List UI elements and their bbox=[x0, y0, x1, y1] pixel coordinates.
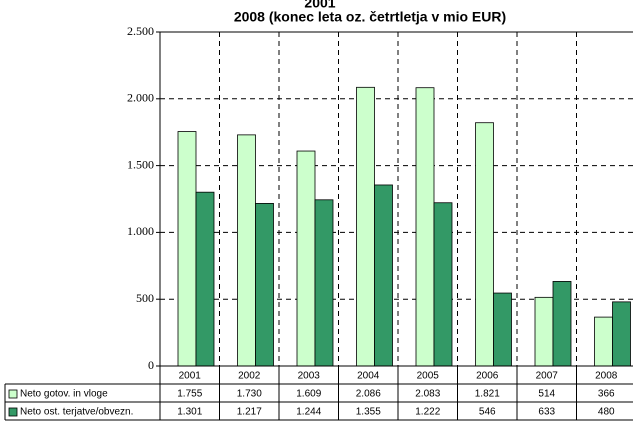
bar bbox=[493, 292, 512, 367]
legend-label: Neto gotov. in vloge bbox=[20, 389, 108, 400]
table-value: 1.222 bbox=[415, 407, 440, 418]
chart-title: 2008 (konec leta oz. četrtletja v mio EU… bbox=[234, 9, 506, 25]
table-value: 1.609 bbox=[296, 389, 321, 400]
y-tick-label: 500 bbox=[136, 291, 154, 305]
y-tick-label: 1.000 bbox=[127, 224, 154, 238]
y-tick-label: 2.500 bbox=[127, 24, 154, 38]
legend-swatch bbox=[8, 389, 18, 399]
table-value: 2.083 bbox=[415, 389, 440, 400]
table-value: 546 bbox=[479, 407, 496, 418]
table-value: 1.755 bbox=[177, 389, 202, 400]
bar bbox=[433, 202, 453, 367]
table-value: 1.301 bbox=[177, 407, 202, 418]
x-tick-label: 2003 bbox=[298, 371, 321, 382]
bar bbox=[374, 184, 393, 367]
x-tick-label: 2005 bbox=[417, 371, 440, 382]
table-value: 514 bbox=[538, 389, 555, 400]
table-value: 366 bbox=[598, 389, 615, 400]
x-tick-label: 2007 bbox=[536, 371, 559, 382]
x-tick-label: 2001 bbox=[179, 371, 202, 382]
x-tick-label: 2006 bbox=[476, 371, 499, 382]
table-value: 2.086 bbox=[356, 389, 381, 400]
bar bbox=[415, 87, 435, 367]
bar bbox=[356, 86, 375, 367]
bar bbox=[552, 281, 572, 367]
bar bbox=[296, 150, 316, 367]
table-value: 1.217 bbox=[237, 407, 262, 418]
bar bbox=[195, 191, 215, 367]
y-tick-label: 1.500 bbox=[127, 157, 154, 171]
y-tick-label: 2.000 bbox=[127, 91, 154, 105]
bar bbox=[314, 199, 334, 367]
table-value: 1.730 bbox=[237, 389, 262, 400]
chart-title: 2001 bbox=[304, 0, 335, 11]
x-tick-label: 2002 bbox=[238, 371, 261, 382]
bar bbox=[177, 131, 197, 367]
table-value: 633 bbox=[538, 407, 555, 418]
table-value: 1.244 bbox=[296, 407, 321, 418]
table-value: 1.821 bbox=[475, 389, 500, 400]
y-tick-label: 0 bbox=[148, 358, 154, 372]
legend-label: Neto ost. terjatve/obvezn. bbox=[20, 407, 133, 418]
bar bbox=[594, 316, 613, 367]
bar bbox=[237, 134, 256, 367]
x-tick-label: 2008 bbox=[595, 371, 618, 382]
table-value: 480 bbox=[598, 407, 615, 418]
legend-swatch bbox=[8, 407, 18, 417]
bar bbox=[255, 203, 274, 367]
bar bbox=[612, 301, 631, 367]
table-value: 1.355 bbox=[356, 407, 381, 418]
bar bbox=[475, 122, 494, 367]
bar bbox=[534, 296, 554, 367]
x-tick-label: 2004 bbox=[357, 371, 380, 382]
